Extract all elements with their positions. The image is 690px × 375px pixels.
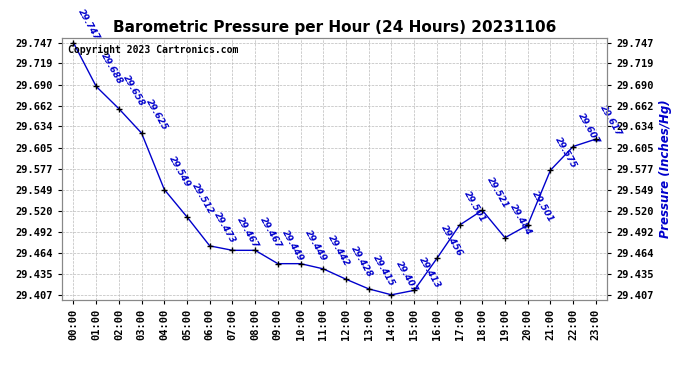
Text: 29.407: 29.407 — [394, 260, 420, 294]
Text: 29.413: 29.413 — [417, 255, 442, 290]
Text: 29.658: 29.658 — [121, 74, 147, 108]
Text: 29.501: 29.501 — [531, 190, 555, 224]
Y-axis label: Pressure (Inches/Hg): Pressure (Inches/Hg) — [659, 99, 672, 238]
Text: 29.617: 29.617 — [598, 104, 624, 138]
Text: 29.501: 29.501 — [462, 190, 487, 224]
Text: 29.512: 29.512 — [190, 182, 215, 216]
Title: Barometric Pressure per Hour (24 Hours) 20231106: Barometric Pressure per Hour (24 Hours) … — [113, 20, 556, 35]
Text: Copyright 2023 Cartronics.com: Copyright 2023 Cartronics.com — [68, 45, 238, 56]
Text: 29.456: 29.456 — [440, 223, 464, 258]
Text: 29.467: 29.467 — [258, 215, 283, 250]
Text: 29.415: 29.415 — [371, 254, 397, 288]
Text: 29.747: 29.747 — [76, 8, 101, 42]
Text: 29.449: 29.449 — [281, 228, 306, 263]
Text: 29.607: 29.607 — [576, 111, 601, 146]
Text: 29.428: 29.428 — [348, 244, 374, 279]
Text: 29.688: 29.688 — [99, 51, 124, 86]
Text: 29.484: 29.484 — [508, 202, 533, 237]
Text: 29.575: 29.575 — [553, 135, 578, 170]
Text: 29.549: 29.549 — [167, 154, 192, 189]
Text: 29.521: 29.521 — [485, 175, 510, 210]
Text: 29.442: 29.442 — [326, 234, 351, 268]
Text: 29.467: 29.467 — [235, 215, 260, 250]
Text: 29.625: 29.625 — [144, 98, 170, 132]
Text: 29.473: 29.473 — [213, 211, 237, 245]
Text: 29.449: 29.449 — [304, 228, 328, 263]
